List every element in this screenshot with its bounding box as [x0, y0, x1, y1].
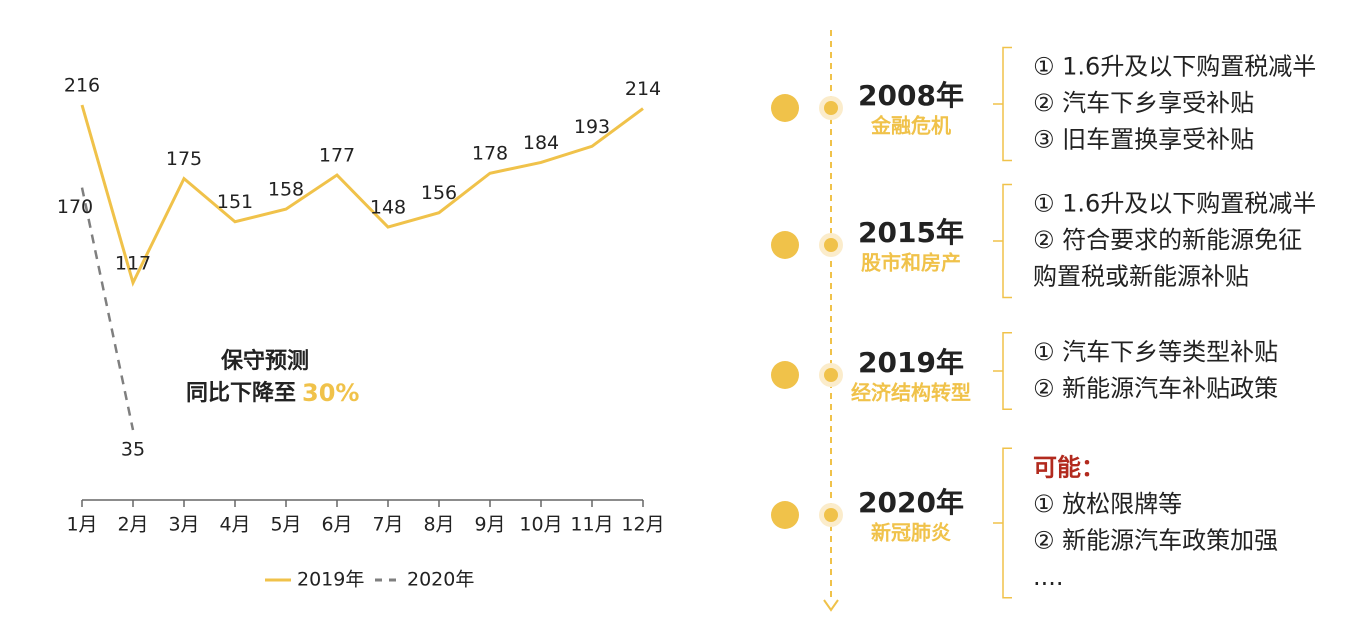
- data-label: 193: [574, 116, 610, 138]
- data-label: 158: [268, 179, 304, 201]
- timeline-point: ① 1.6升及以下购置税减半: [1033, 190, 1316, 218]
- timeline-point: ① 1.6升及以下购置税减半: [1033, 53, 1316, 81]
- x-tick-label: 12月: [621, 514, 664, 536]
- timeline-lead: 可能：: [1033, 453, 1105, 481]
- timeline-point: ③ 旧车置换享受补贴: [1033, 126, 1254, 154]
- timeline-icon: [771, 94, 799, 122]
- timeline-arrow: [823, 599, 839, 612]
- legend-label: 2020年: [407, 569, 474, 591]
- x-tick-label: 7月: [372, 514, 403, 536]
- data-label: 175: [166, 148, 202, 170]
- timeline-point: ② 新能源汽车政策加强: [1033, 526, 1278, 554]
- x-tick-label: 2月: [117, 514, 148, 536]
- timeline-icon: [771, 501, 799, 529]
- bracket: [993, 447, 1012, 599]
- timeline-year: 2019年: [858, 346, 964, 379]
- timeline-event: 经济结构转型: [851, 381, 971, 405]
- timeline-year: 2015年: [858, 216, 964, 249]
- x-tick-label: 9月: [474, 514, 505, 536]
- timeline-event: 股市和房产: [861, 251, 961, 275]
- bracket: [993, 332, 1012, 410]
- timeline-dot: [824, 238, 838, 252]
- data-label: 214: [625, 78, 661, 100]
- line-series: [80, 187, 135, 431]
- timeline-year: 2008年: [858, 79, 964, 112]
- timeline-icon: [771, 231, 799, 259]
- x-tick-label: 5月: [270, 514, 301, 536]
- data-label: 35: [121, 439, 145, 461]
- timeline-point: ① 汽车下乡等类型补贴: [1033, 338, 1278, 366]
- x-tick-label: 6月: [321, 514, 352, 536]
- data-label: 177: [319, 145, 355, 167]
- data-label: 216: [64, 75, 100, 97]
- bracket: [993, 46, 1012, 162]
- data-label: 156: [421, 182, 457, 204]
- timeline-point: 购置税或新能源补贴: [1033, 263, 1249, 291]
- timeline-point: ② 新能源汽车补贴政策: [1033, 374, 1278, 402]
- annotation-line: 保守预测: [220, 348, 309, 374]
- bracket: [993, 183, 1012, 299]
- data-label: 184: [523, 132, 559, 154]
- timeline-icon: [771, 361, 799, 389]
- timeline-dot: [824, 368, 838, 382]
- timeline-event: 金融危机: [870, 114, 951, 138]
- x-tick-label: 4月: [219, 514, 250, 536]
- x-tick-label: 1月: [66, 514, 97, 536]
- timeline-dot: [824, 101, 838, 115]
- timeline-year: 2020年: [858, 486, 964, 519]
- timeline-point: ② 符合要求的新能源免征: [1033, 226, 1302, 254]
- data-label: 151: [217, 191, 253, 213]
- x-tick-label: 11月: [570, 514, 613, 536]
- data-label: 178: [472, 143, 508, 165]
- timeline-dot: [824, 508, 838, 522]
- annotation: 保守预测 同比下降至 30%: [186, 348, 359, 407]
- timeline-point: ① 放松限牌等: [1033, 490, 1182, 518]
- x-tick-label: 8月: [423, 514, 454, 536]
- timeline-point: ② 汽车下乡享受补贴: [1033, 89, 1254, 117]
- data-label: 170: [57, 196, 93, 218]
- annotation-line: 同比下降至: [186, 381, 296, 406]
- line-series: [80, 104, 644, 287]
- x-tick-label: 10月: [519, 514, 562, 536]
- data-label: 148: [370, 197, 406, 219]
- data-label: 117: [115, 252, 151, 274]
- annotation-highlight: 30%: [302, 379, 359, 407]
- legend-label: 2019年: [297, 569, 364, 591]
- x-tick-label: 3月: [168, 514, 199, 536]
- timeline-point: ....: [1033, 563, 1064, 591]
- timeline-event: 新冠肺炎: [871, 521, 951, 545]
